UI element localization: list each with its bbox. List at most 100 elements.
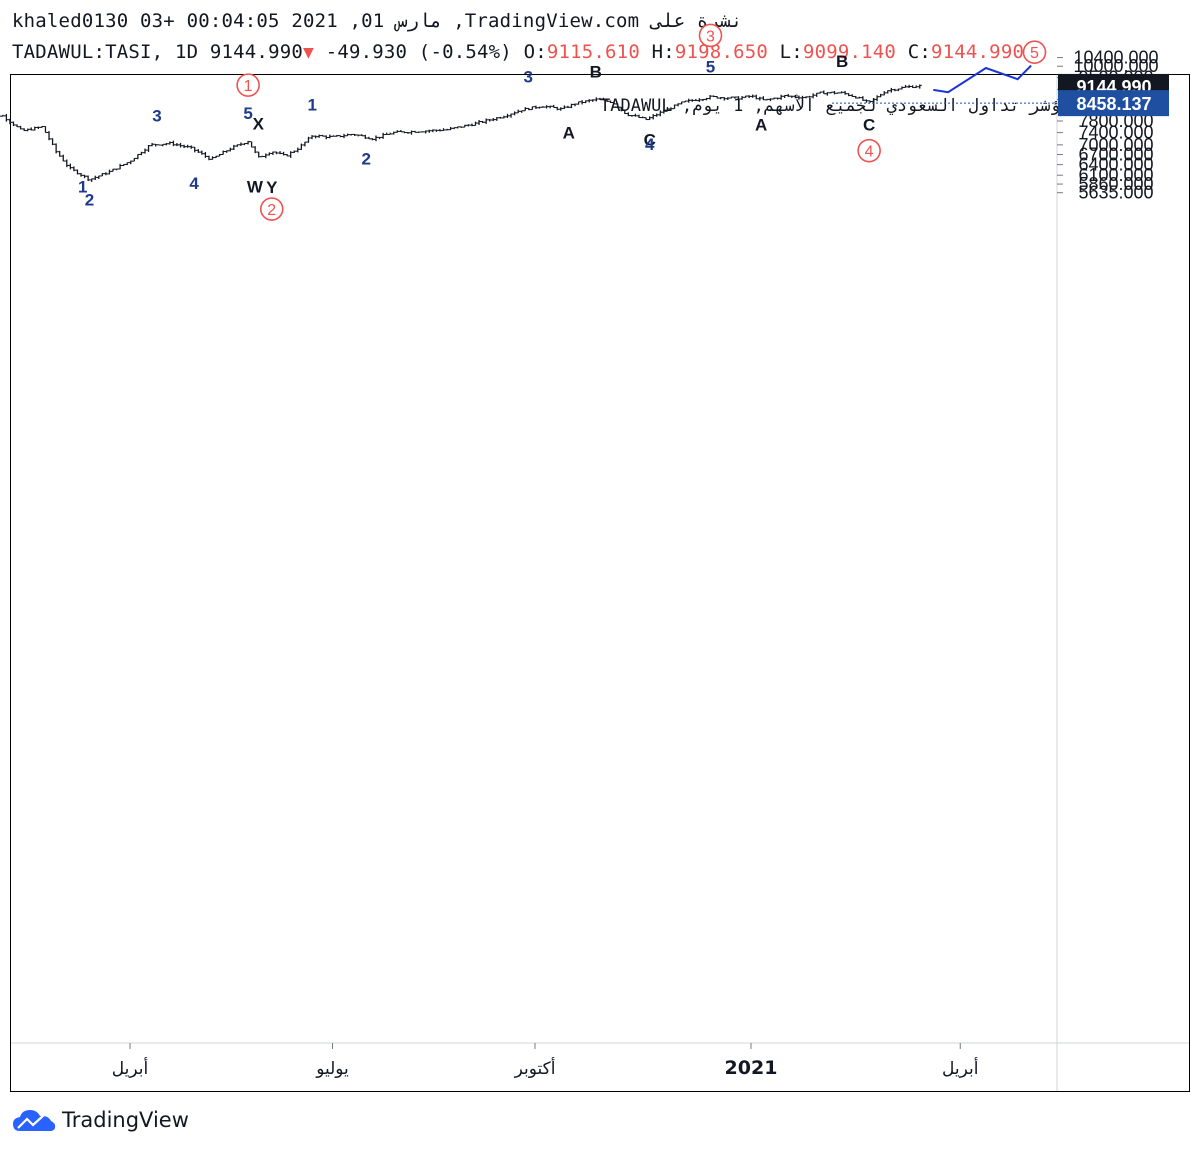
- svg-text:4: 4: [189, 174, 199, 193]
- price-bar: [39, 125, 44, 128]
- price-bar: [544, 105, 549, 109]
- price-bar: [537, 106, 542, 109]
- svg-text:5: 5: [706, 57, 715, 76]
- wave-label: X: [253, 114, 265, 133]
- price-bar: [583, 100, 588, 104]
- price-bar: [174, 143, 179, 147]
- low-label: L:: [779, 41, 803, 63]
- price-bar: [569, 103, 574, 109]
- price-bar: [423, 130, 428, 134]
- price-bar: [391, 131, 396, 135]
- price-bar: [441, 128, 446, 132]
- price-bar: [469, 123, 474, 127]
- price-bar: [551, 104, 556, 108]
- wave-label: W: [247, 177, 264, 196]
- price-axis[interactable]: 10400.00010000.0009500.0009000.0008600.0…: [1057, 48, 1159, 203]
- price-bar: [256, 151, 261, 158]
- price-bar: [445, 128, 450, 131]
- low-value: 9099.140: [802, 41, 897, 63]
- price-bar: [274, 151, 279, 155]
- svg-text:B: B: [836, 52, 848, 71]
- price-bar: [558, 107, 563, 111]
- price-bar: [267, 152, 272, 156]
- price-bar: [541, 106, 546, 108]
- chart-frame[interactable]: [10, 74, 1190, 1092]
- price-bar: [839, 91, 844, 94]
- price-bar: [640, 116, 645, 119]
- symbol-name[interactable]: TADAWUL:TASI, 1D: [12, 41, 199, 63]
- price-bar: [882, 91, 887, 96]
- svg-text:2: 2: [85, 191, 94, 210]
- price-bar: [413, 130, 418, 133]
- price-bar: [910, 85, 915, 89]
- price-bar: [107, 169, 112, 175]
- svg-text:Y: Y: [266, 178, 278, 197]
- svg-text:3: 3: [152, 106, 161, 125]
- price-bar: [363, 134, 368, 139]
- price-bar: [11, 121, 16, 127]
- price-bar: [590, 99, 595, 102]
- svg-text:A: A: [563, 124, 575, 143]
- projection-line: [933, 64, 1032, 94]
- price-bar: [7, 118, 12, 125]
- price-bar: [402, 131, 407, 134]
- price-bar: [473, 121, 478, 126]
- price-bar: [61, 154, 66, 162]
- svg-text:3: 3: [524, 68, 533, 87]
- svg-text:2: 2: [267, 202, 276, 219]
- wave-label: 4: [189, 174, 199, 193]
- tradingview-logo[interactable]: TradingView: [12, 1107, 189, 1133]
- price-bar: [182, 144, 187, 149]
- price-bar: [157, 144, 162, 146]
- wave-label: 1: [308, 96, 317, 115]
- wave-label: 5: [243, 104, 252, 123]
- price-bar: [491, 118, 496, 122]
- price-bar: [292, 150, 297, 154]
- price-bar: [416, 131, 421, 133]
- open-value: 9115.610: [546, 41, 640, 63]
- wave-label: 3: [152, 106, 161, 125]
- price-bar: [118, 163, 123, 170]
- price-tick-label: 7000.000: [1078, 135, 1153, 155]
- price-bar: [25, 128, 30, 132]
- price-bar: [238, 142, 243, 146]
- price-bar: [459, 126, 464, 128]
- wave-label: A: [755, 116, 767, 135]
- price-bar: [29, 127, 34, 131]
- price-bar: [217, 153, 222, 157]
- down-arrow-icon: ▼: [303, 42, 315, 63]
- price-bar: [409, 130, 414, 135]
- price-bar: [228, 147, 233, 152]
- open-label: O:: [523, 41, 547, 63]
- price-bar: [36, 126, 41, 130]
- price-bar: [349, 133, 354, 136]
- price-bar: [242, 143, 247, 146]
- price-bar: [480, 120, 485, 124]
- price-tick-label: 10400.000: [1073, 48, 1158, 68]
- wave-label: 3: [524, 68, 533, 87]
- price-tick-label: 10000.000: [1073, 56, 1158, 76]
- price-bar: [573, 103, 578, 107]
- price-change: -49.930 (-0.54%): [325, 41, 512, 63]
- price-bar: [917, 84, 922, 89]
- time-tick-label: يوليو: [315, 1059, 349, 1079]
- price-bar: [306, 136, 311, 143]
- svg-text:5: 5: [1030, 45, 1039, 62]
- price-bar: [452, 127, 457, 130]
- price-bar: [843, 90, 848, 95]
- close-label: C:: [907, 41, 931, 63]
- price-bar: [203, 151, 208, 158]
- price-bar: [160, 143, 165, 147]
- time-axis[interactable]: أبريل يوليو أكتوبر 2021 أبريل: [112, 1043, 979, 1079]
- price-bar: [278, 151, 283, 155]
- price-bar: [288, 151, 293, 158]
- price-bar: [512, 111, 517, 116]
- svg-text:W: W: [247, 177, 264, 196]
- price-bar: [828, 91, 833, 94]
- chart-title: مؤشر تداول السعودي لجميع الأسهم, 1 يوم, …: [600, 95, 1071, 116]
- price-bar: [153, 143, 158, 147]
- price-bar: [466, 124, 471, 127]
